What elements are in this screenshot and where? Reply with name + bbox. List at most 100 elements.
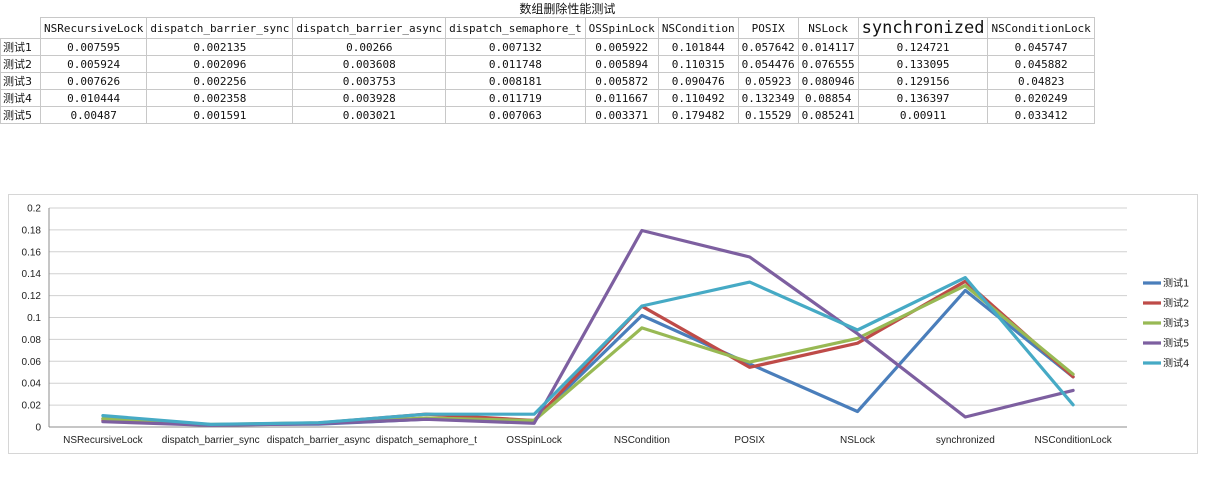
table-row: 测试4 0.010444 0.002358 0.003928 0.011719 0.011… bbox=[0, 89, 1095, 107]
table-cell: 0.003021 bbox=[292, 106, 447, 124]
table-cell: 0.008181 bbox=[445, 72, 586, 90]
col-header: NSRecursiveLock bbox=[39, 17, 148, 39]
table-cell: 0.033412 bbox=[987, 106, 1095, 124]
y-tick-label: 0 bbox=[35, 423, 41, 434]
table-cell: 0.011748 bbox=[445, 55, 586, 73]
legend-label: 测试4 bbox=[1163, 357, 1189, 370]
series-line bbox=[101, 275, 1075, 426]
table-cell: 0.007063 bbox=[445, 106, 586, 124]
col-header: NSCondition bbox=[657, 17, 739, 39]
table-cell: 0.00911 bbox=[857, 106, 989, 124]
table-cell: 0.132349 bbox=[737, 89, 799, 107]
table-cell: 0.057642 bbox=[737, 38, 799, 56]
y-tick-label: 0.1 bbox=[27, 313, 41, 324]
table-cell: 0.179482 bbox=[657, 106, 739, 124]
table-cell: 0.110315 bbox=[657, 55, 739, 73]
table-cell: 0.001591 bbox=[146, 106, 294, 124]
x-tick-label: dispatch_semaphore_t bbox=[376, 435, 477, 446]
legend-label: 测试3 bbox=[1163, 317, 1189, 330]
col-header: NSLock bbox=[797, 17, 859, 39]
x-tick-label: NSRecursiveLock bbox=[63, 435, 143, 446]
table-cell: 0.00266 bbox=[292, 38, 447, 56]
y-tick-label: 0.12 bbox=[22, 291, 42, 302]
col-header: OSSpinLock bbox=[584, 17, 659, 39]
series-line bbox=[101, 283, 1075, 427]
y-tick-label: 0.2 bbox=[27, 204, 41, 215]
table-row: 测试1 0.007595 0.002135 0.00266 0.007132 0.0059… bbox=[0, 38, 1095, 56]
x-tick-label: OSSpinLock bbox=[506, 435, 563, 446]
table-row: 测试2 0.005924 0.002096 0.003608 0.011748 0.005… bbox=[0, 55, 1095, 73]
col-header: dispatch_semaphore_t bbox=[445, 17, 586, 39]
table-cell: 0.085241 bbox=[797, 106, 859, 124]
table-row: 测试3 0.007626 0.002256 0.003753 0.008181 0.005… bbox=[0, 72, 1095, 90]
table-cell: 0.007595 bbox=[39, 38, 148, 56]
table-cell: 0.136397 bbox=[857, 89, 989, 107]
series-line bbox=[101, 228, 1075, 427]
table-cell: 0.133095 bbox=[857, 55, 989, 73]
col-header: dispatch_barrier_sync bbox=[146, 17, 294, 39]
header-row: NSRecursiveLock dispatch_barrier_sync di… bbox=[0, 17, 1095, 39]
table-cell: 0.010444 bbox=[39, 89, 148, 107]
table-cell: 0.045747 bbox=[987, 38, 1095, 56]
table-cell: 0.005894 bbox=[584, 55, 659, 73]
series-line bbox=[101, 288, 1075, 427]
table-row: 测试5 0.00487 0.001591 0.003021 0.007063 0.0033… bbox=[0, 106, 1095, 124]
col-header: NSConditionLock bbox=[987, 17, 1095, 39]
row-label: 测试2 bbox=[0, 55, 41, 73]
table-cell: 0.101844 bbox=[657, 38, 739, 56]
x-tick-label: POSIX bbox=[734, 435, 765, 446]
table-cell: 0.002358 bbox=[146, 89, 294, 107]
y-tick-label: 0.16 bbox=[22, 247, 42, 258]
table-title-row: 数组删除性能测试 bbox=[1, 0, 1095, 18]
table-cell: 0.003371 bbox=[584, 106, 659, 124]
table-cell: 0.005872 bbox=[584, 72, 659, 90]
table-cell: 0.076555 bbox=[797, 55, 859, 73]
data-table: 数组删除性能测试 NSRecursiveLock dispatch_barrie… bbox=[0, 0, 1095, 124]
x-tick-label: dispatch_barrier_sync bbox=[162, 435, 260, 446]
y-tick-label: 0.08 bbox=[22, 335, 42, 346]
x-tick-label: NSConditionLock bbox=[1034, 435, 1112, 446]
y-tick-label: 0.18 bbox=[22, 225, 42, 236]
table-cell: 0.011719 bbox=[445, 89, 586, 107]
row-label: 测试1 bbox=[0, 38, 41, 56]
row-label: 测试5 bbox=[0, 106, 41, 124]
table-cell: 0.080946 bbox=[797, 72, 859, 90]
legend-label: 测试1 bbox=[1163, 277, 1189, 290]
table-cell: 0.003928 bbox=[292, 89, 447, 107]
table-body: 测试1 0.007595 0.002135 0.00266 0.007132 0.0059… bbox=[0, 38, 1095, 124]
table-cell: 0.129156 bbox=[857, 72, 989, 90]
y-tick-label: 0.02 bbox=[22, 401, 42, 412]
table-cell: 0.08854 bbox=[797, 89, 859, 107]
table-cell: 0.04823 bbox=[987, 72, 1095, 90]
legend-label: 测试2 bbox=[1163, 297, 1189, 310]
table-cell: 0.020249 bbox=[987, 89, 1095, 107]
y-tick-label: 0.04 bbox=[22, 379, 42, 390]
table-cell: 0.014117 bbox=[797, 38, 859, 56]
line-chart: 0 0.02 0.04 0.06 0.08 0.1 0.12 0.14 0.16 0.18 0.2 N… bbox=[22, 204, 1190, 447]
table-cell: 0.002096 bbox=[146, 55, 294, 73]
table-title: 数组删除性能测试 bbox=[519, 2, 616, 16]
table-cell: 0.00487 bbox=[39, 106, 148, 124]
col-header: synchronized bbox=[857, 17, 989, 39]
table-cell: 0.005922 bbox=[584, 38, 659, 56]
col-header: POSIX bbox=[737, 17, 799, 39]
table-cell: 0.045882 bbox=[987, 55, 1095, 73]
legend-label: 测试5 bbox=[1163, 337, 1189, 350]
x-tick-label: NSLock bbox=[840, 435, 876, 446]
row-label: 测试3 bbox=[0, 72, 41, 90]
x-tick-label: NSCondition bbox=[614, 435, 670, 446]
table-cell: 0.002256 bbox=[146, 72, 294, 90]
y-tick-label: 0.06 bbox=[22, 357, 42, 368]
table-cell: 0.090476 bbox=[657, 72, 739, 90]
table-cell: 0.002135 bbox=[146, 38, 294, 56]
table-cell: 0.124721 bbox=[857, 38, 989, 56]
table-cell: 0.054476 bbox=[737, 55, 799, 73]
table-cell: 0.007626 bbox=[39, 72, 148, 90]
x-tick-label: dispatch_barrier_async bbox=[267, 435, 370, 446]
col-header: dispatch_barrier_async bbox=[292, 17, 447, 39]
table-cell: 0.007132 bbox=[445, 38, 586, 56]
x-tick-label: synchronized bbox=[936, 435, 995, 446]
table-cell: 0.110492 bbox=[657, 89, 739, 107]
row-label: 测试4 bbox=[0, 89, 41, 107]
chart-area: 0 0.02 0.04 0.06 0.08 0.1 0.12 0.14 0.16 0.18 0.2 N… bbox=[8, 194, 1198, 454]
